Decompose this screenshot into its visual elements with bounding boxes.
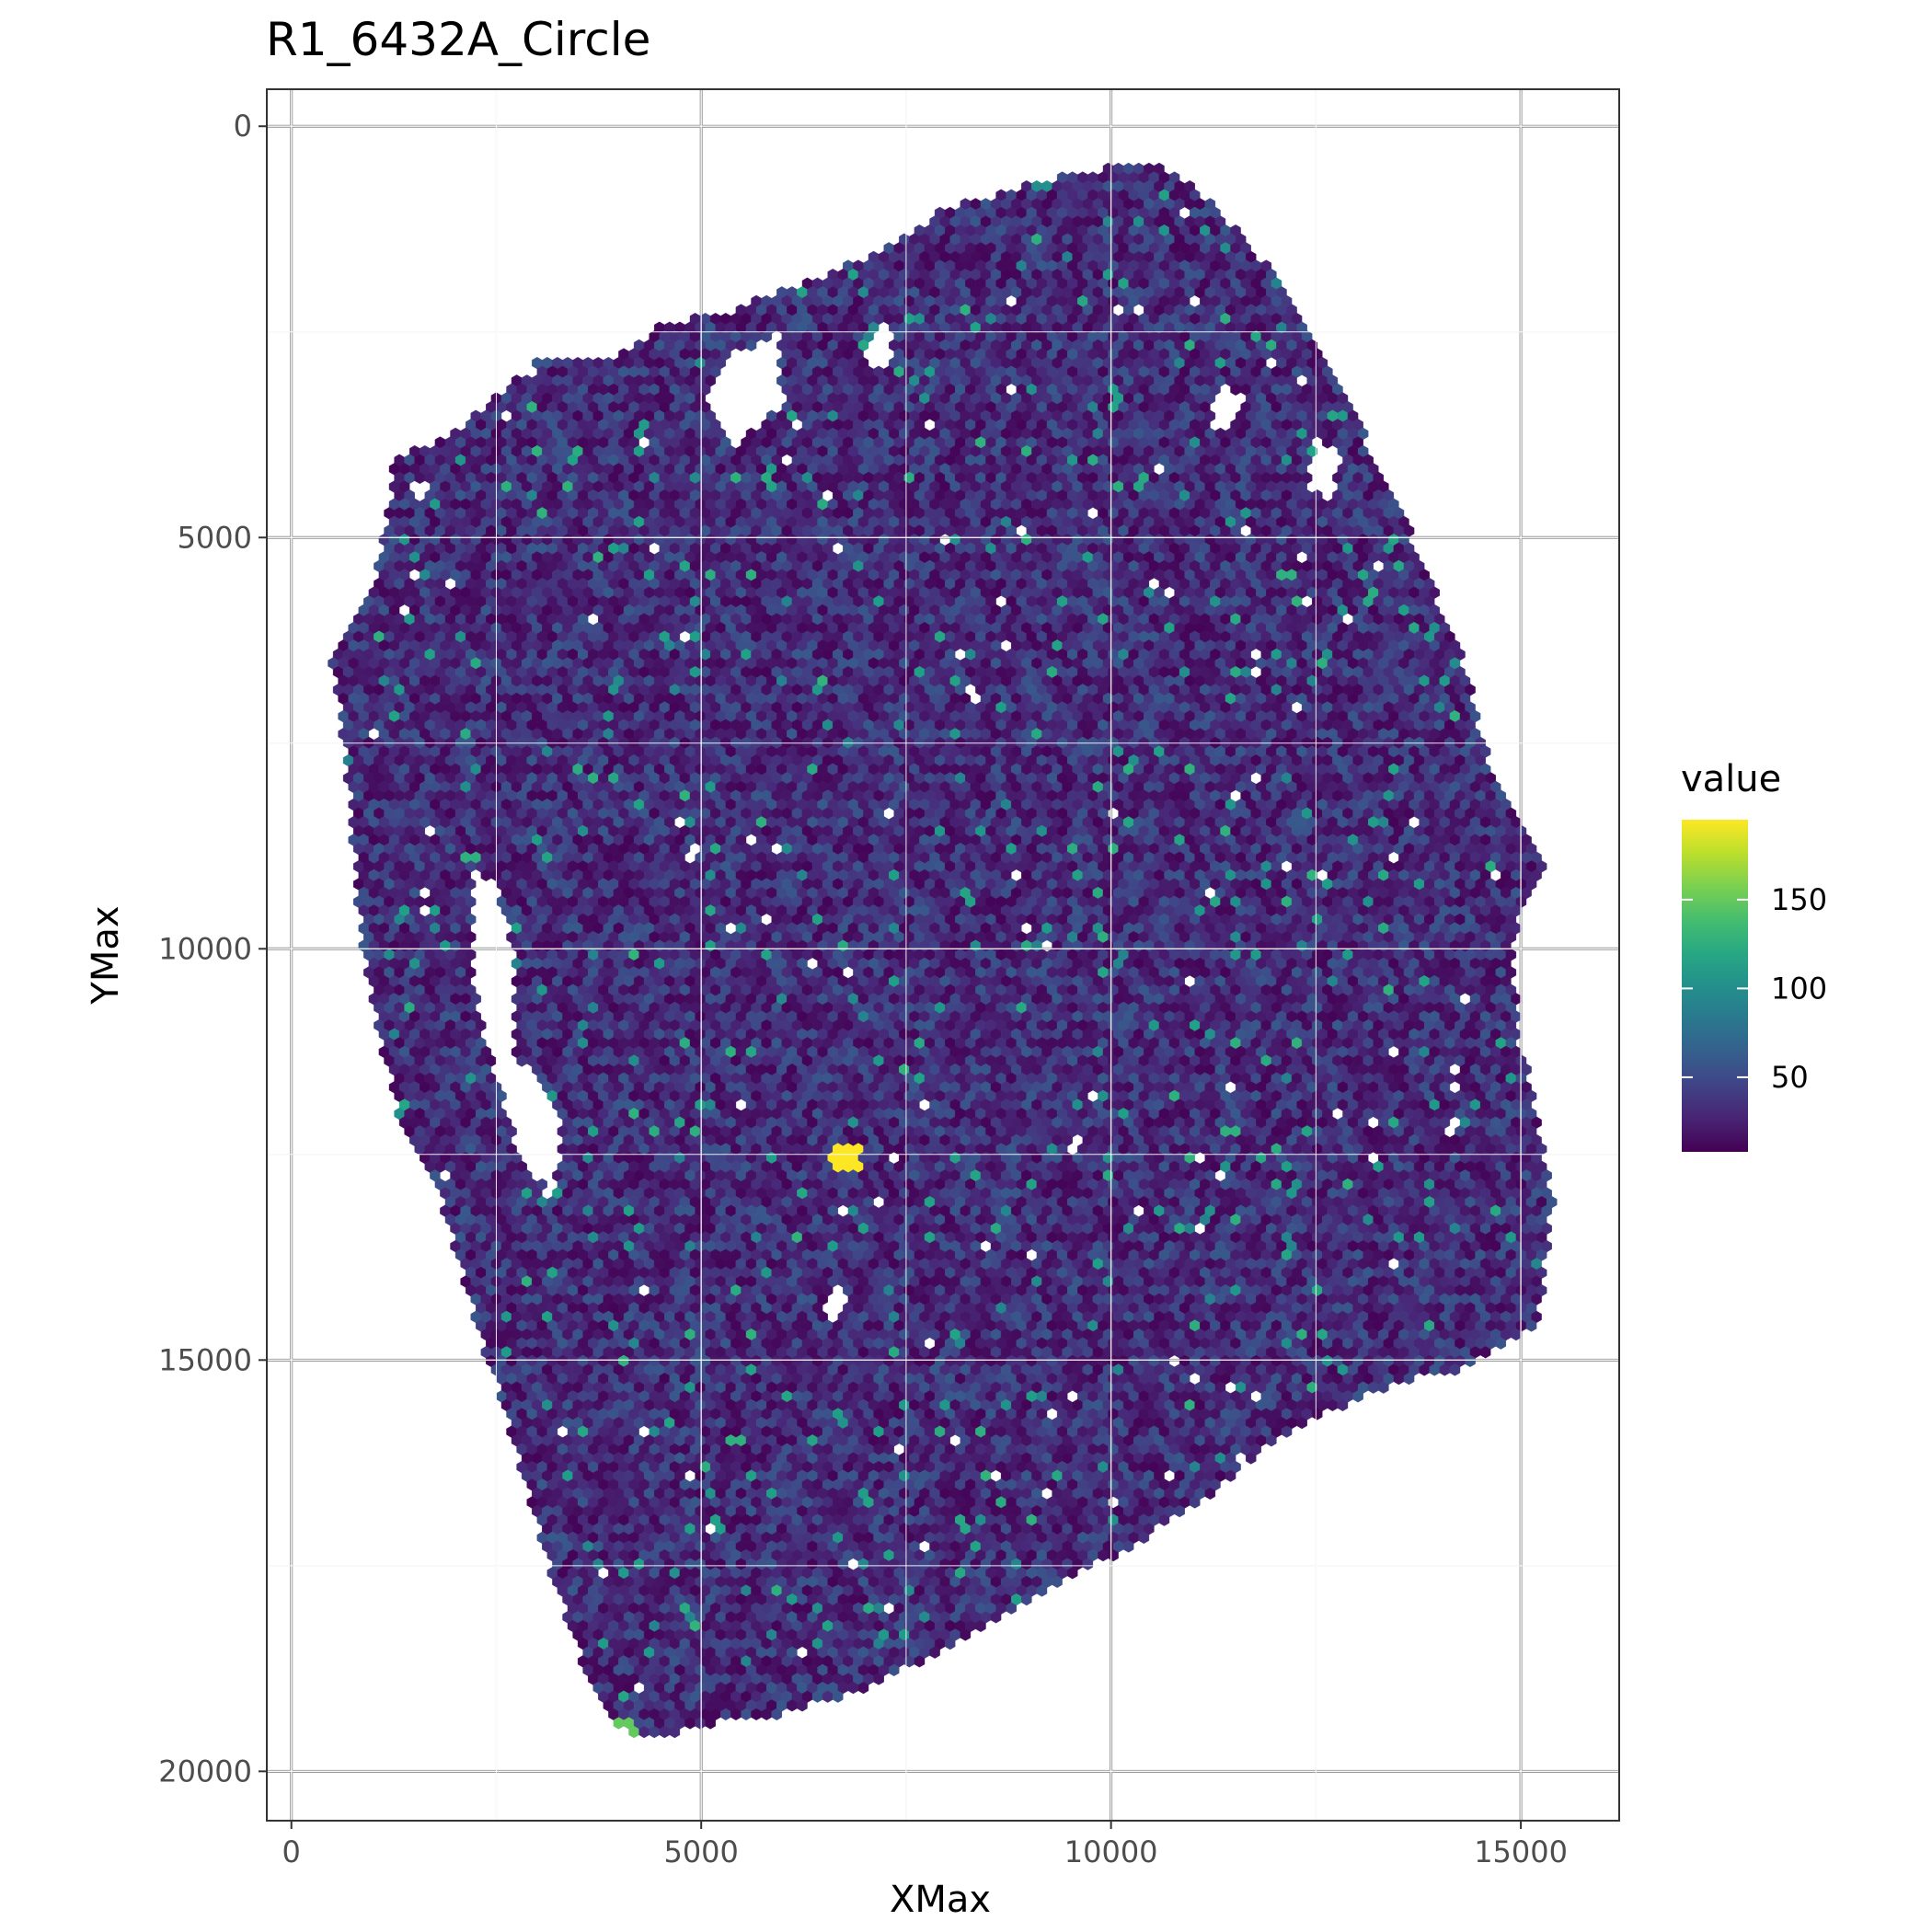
hexbin-layer bbox=[328, 162, 1558, 1739]
hex-bin bbox=[761, 330, 772, 343]
hex-bin bbox=[745, 339, 757, 352]
chart-title: R1_6432A_Circle bbox=[266, 13, 650, 66]
